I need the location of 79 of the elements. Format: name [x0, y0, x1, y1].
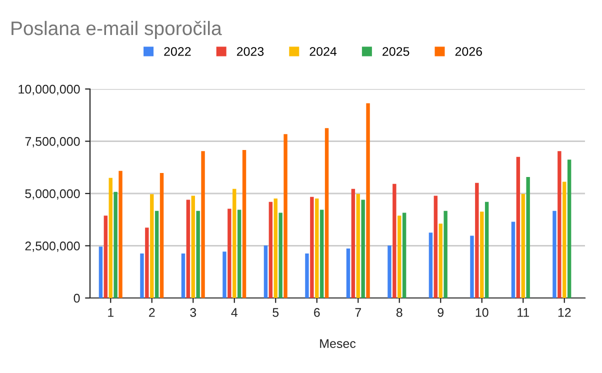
x-axis-title: Mesec	[320, 339, 356, 348]
bar	[434, 196, 438, 298]
bar	[392, 184, 396, 298]
x-tick-label: 6	[314, 308, 320, 317]
x-tick-label: 10	[476, 308, 488, 317]
bar	[444, 210, 448, 298]
bar	[232, 188, 236, 298]
bar	[484, 202, 489, 298]
bar	[346, 248, 350, 298]
bar	[361, 200, 365, 298]
legend-label: 2022	[164, 47, 191, 56]
x-tick-label: 1	[108, 308, 114, 317]
chart-title: Poslana e-mail sporočila	[12, 20, 222, 40]
bar	[242, 150, 246, 298]
bar	[222, 252, 226, 298]
bar	[104, 216, 108, 298]
bar	[562, 182, 566, 298]
bar	[108, 178, 112, 298]
bar	[274, 198, 278, 298]
y-tick-label: 7,500,000	[25, 137, 80, 148]
bar	[366, 103, 370, 298]
bar	[558, 151, 562, 298]
bar	[475, 182, 479, 298]
bar	[351, 188, 356, 298]
bar	[268, 202, 273, 298]
bar	[511, 222, 516, 298]
bar	[98, 246, 103, 298]
bar	[150, 194, 154, 298]
bar	[402, 212, 406, 298]
y-tick-label: 10,000,000	[18, 84, 80, 96]
bar	[516, 156, 520, 298]
bar	[278, 212, 282, 298]
x-tick-label: 11	[518, 308, 530, 317]
x-tick-label: 5	[272, 308, 279, 317]
bar	[154, 210, 159, 298]
bar	[264, 246, 268, 298]
x-tick-label: 12	[558, 308, 571, 317]
bar	[191, 196, 195, 298]
bar	[237, 210, 242, 298]
bar	[480, 212, 484, 298]
bar	[201, 151, 205, 298]
bar	[552, 210, 556, 298]
bar	[356, 194, 360, 298]
bar	[305, 253, 309, 298]
bar	[388, 246, 392, 298]
bar	[196, 210, 200, 298]
bar	[145, 228, 149, 298]
y-tick-label: 0	[74, 294, 80, 303]
legend-label: 2024	[310, 47, 337, 56]
x-tick-label: 3	[190, 308, 196, 317]
x-tick-label: 2	[149, 308, 155, 317]
bar	[160, 173, 164, 298]
bar	[324, 128, 329, 298]
bar	[526, 176, 530, 298]
legend-label: 2026	[455, 47, 482, 56]
bar	[114, 192, 118, 298]
bar	[315, 198, 319, 298]
bar	[320, 210, 324, 298]
bar	[228, 208, 232, 298]
x-tick-label: 8	[396, 308, 402, 317]
bar	[438, 224, 442, 298]
bar	[284, 134, 288, 298]
bar	[470, 236, 474, 298]
bar	[428, 232, 433, 298]
x-tick-label: 7	[355, 308, 361, 317]
y-tick-label: 5,000,000	[25, 189, 80, 200]
x-tick-label: 9	[438, 308, 444, 317]
legend-label: 2023	[236, 47, 264, 56]
x-tick-label: 4	[231, 308, 238, 317]
bar	[521, 194, 525, 298]
bar	[567, 160, 572, 298]
legend-label: 2025	[382, 47, 410, 56]
bar	[310, 196, 314, 298]
y-tick-label: 2,500,000	[25, 242, 80, 252]
bar	[398, 216, 402, 298]
bar	[181, 253, 186, 298]
bar	[118, 170, 122, 298]
bar	[140, 253, 144, 298]
bar	[186, 200, 190, 298]
